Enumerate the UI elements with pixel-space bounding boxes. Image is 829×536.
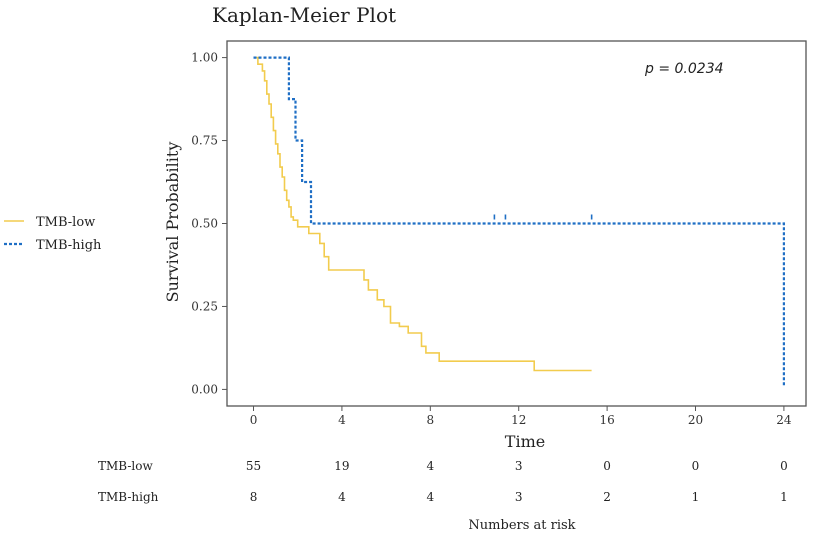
risk-row-label: TMB-high bbox=[98, 490, 159, 504]
y-axis-label: Survival Probability bbox=[163, 142, 182, 303]
risk-count: 4 bbox=[426, 490, 434, 504]
risk-count: 19 bbox=[334, 459, 349, 473]
x-axis: 0 4 8 12 16 20 24 bbox=[250, 406, 792, 427]
survival-curves bbox=[253, 56, 785, 387]
legend-label-tmb-low: TMB-low bbox=[36, 215, 95, 230]
x-tick-label: 8 bbox=[426, 413, 434, 427]
risk-count: 8 bbox=[250, 490, 258, 504]
x-tick-label: 4 bbox=[338, 413, 346, 427]
risk-count: 2 bbox=[603, 490, 611, 504]
survival-curve-tmb-high bbox=[253, 56, 785, 387]
legend-label-tmb-high: TMB-high bbox=[36, 238, 102, 253]
risk-row-label: TMB-low bbox=[98, 459, 153, 473]
risk-count: 3 bbox=[515, 490, 523, 504]
risk-count: 4 bbox=[338, 490, 346, 504]
y-axis: 0.00 0.25 0.50 0.75 1.00 bbox=[191, 51, 227, 396]
x-tick-label: 16 bbox=[599, 413, 614, 427]
y-tick-label: 0.00 bbox=[191, 382, 218, 396]
y-tick-label: 0.25 bbox=[191, 299, 218, 313]
x-tick-label: 0 bbox=[250, 413, 258, 427]
y-tick-label: 0.50 bbox=[191, 217, 218, 231]
risk-count: 1 bbox=[692, 490, 700, 504]
risk-table-title: Numbers at risk bbox=[468, 518, 575, 533]
risk-count: 55 bbox=[246, 459, 261, 473]
x-tick-label: 12 bbox=[511, 413, 526, 427]
risk-count: 0 bbox=[603, 459, 611, 473]
risk-count: 3 bbox=[515, 459, 523, 473]
survival-curve-tmb-low bbox=[253, 56, 592, 372]
p-value-annotation: p = 0.0234 bbox=[644, 61, 724, 77]
x-tick-label: 24 bbox=[776, 413, 792, 427]
risk-count: 0 bbox=[692, 459, 700, 473]
y-tick-label: 1.00 bbox=[191, 51, 218, 65]
x-tick-label: 20 bbox=[688, 413, 703, 427]
legend: TMB-low TMB-high bbox=[4, 215, 102, 253]
x-axis-label: Time bbox=[505, 432, 545, 451]
chart-title: Kaplan-Meier Plot bbox=[212, 3, 396, 27]
y-tick-label: 0.75 bbox=[191, 134, 218, 148]
risk-count: 0 bbox=[780, 459, 788, 473]
risk-table: TMB-low 55 19 4 3 0 0 0 TMB-high 8 4 4 3 2 1 1 bbox=[98, 459, 788, 504]
risk-count: 4 bbox=[426, 459, 434, 473]
risk-count: 1 bbox=[780, 490, 788, 504]
